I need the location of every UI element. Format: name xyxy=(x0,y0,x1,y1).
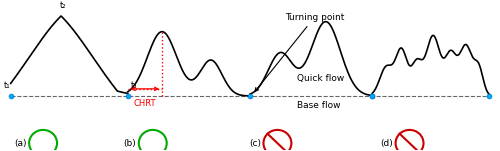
Text: t₂: t₂ xyxy=(60,1,67,10)
Text: (d): (d) xyxy=(380,139,393,148)
Text: Turning point: Turning point xyxy=(255,13,344,91)
Text: CHRT: CHRT xyxy=(134,99,156,108)
Text: (a): (a) xyxy=(14,139,26,148)
Text: Quick flow: Quick flow xyxy=(298,74,344,83)
Text: t₁: t₁ xyxy=(4,81,10,90)
Text: (c): (c) xyxy=(249,139,261,148)
Text: Base flow: Base flow xyxy=(298,101,341,111)
Text: t₃: t₃ xyxy=(130,81,137,90)
Text: (b): (b) xyxy=(124,139,136,148)
